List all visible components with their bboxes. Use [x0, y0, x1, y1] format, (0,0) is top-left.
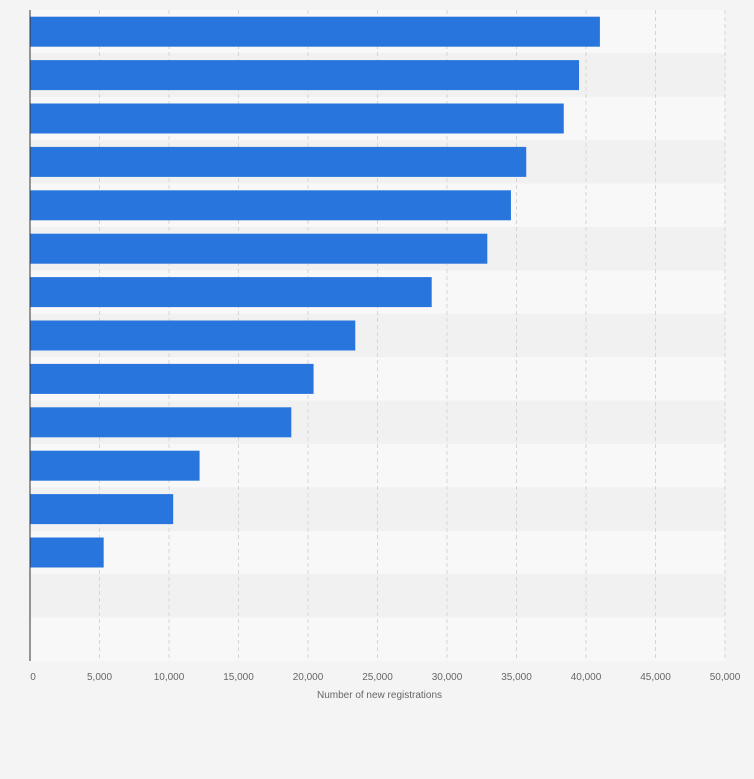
bar — [30, 277, 432, 308]
bars — [30, 16, 600, 568]
x-tick-label: 45,000 — [640, 672, 671, 683]
bar — [30, 233, 488, 264]
bar — [30, 190, 511, 221]
x-tick-label: 30,000 — [432, 672, 463, 683]
row-band — [30, 617, 725, 661]
x-tick-label: 35,000 — [501, 672, 532, 683]
x-tick-label: 10,000 — [154, 672, 185, 683]
row-band — [30, 574, 725, 618]
bar — [30, 103, 564, 134]
bar — [30, 60, 580, 91]
x-tick-label: 0 — [30, 672, 36, 683]
bar — [30, 320, 356, 351]
bar — [30, 494, 174, 525]
bar — [30, 16, 600, 47]
bar — [30, 146, 527, 177]
x-axis-title: Number of new registrations — [317, 690, 442, 701]
x-tick-label: 50,000 — [710, 672, 741, 683]
bar — [30, 363, 314, 394]
x-tick-labels: 0 5,000 10,000 15,000 20,000 25,000 30,000 35,0… — [30, 672, 741, 683]
bar — [30, 407, 292, 438]
x-tick-label: 20,000 — [293, 672, 324, 683]
x-tick-label: 15,000 — [223, 672, 254, 683]
x-tick-label: 5,000 — [87, 672, 112, 683]
bar — [30, 450, 200, 481]
x-tick-label: 25,000 — [362, 672, 393, 683]
bar — [30, 537, 104, 568]
x-tick-label: 40,000 — [571, 672, 602, 683]
